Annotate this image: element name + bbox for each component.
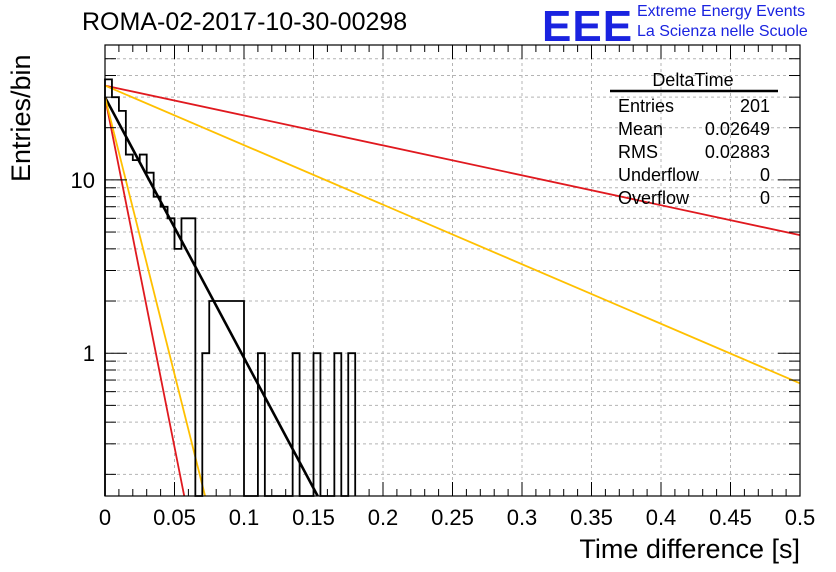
histogram-outline: [104, 78, 357, 497]
run-title: ROMA-02-2017-10-30-00298: [82, 8, 408, 36]
histogram-bars: [104, 78, 357, 497]
stats-box: DeltaTime Entries 201 Mean 0.02649 RMS 0.02883…: [610, 70, 778, 208]
fit-line-1: [103, 96, 319, 497]
stats-label: Entries: [618, 96, 674, 116]
stats-label: Mean: [618, 119, 663, 139]
stats-label: RMS: [618, 142, 658, 162]
stats-value: 0.02649: [705, 119, 770, 139]
x-tick-label: 0.3: [507, 505, 538, 530]
y-tick-label: 1: [83, 341, 95, 366]
fit-line-4: [104, 84, 801, 237]
x-tick-label: 0.35: [570, 505, 613, 530]
stats-value: 201: [740, 96, 770, 116]
fit-lines: [103, 84, 801, 497]
x-axis-label: Time difference [s]: [579, 534, 800, 564]
eee-logo-line1: Extreme Energy Events: [637, 3, 806, 20]
eee-logo-line2: La Scienza nelle Scuole: [637, 23, 808, 40]
x-tick-label: 0.5: [785, 505, 816, 530]
fit-line-3: [104, 96, 206, 497]
x-tick-label: 0.05: [153, 505, 196, 530]
grid-layer: [105, 44, 800, 496]
eee-logo: EEE: [542, 2, 634, 51]
stats-value: 0: [760, 165, 770, 185]
stats-value: 0.02883: [705, 142, 770, 162]
x-tick-label: 0.25: [431, 505, 474, 530]
fit-line-2: [104, 97, 186, 497]
axes: 0 0.05 0.1 0.15 0.2 0.25 0.3 0.35 0.4 0.45 0.5 1 10: [71, 44, 816, 530]
fit-line-5: [104, 84, 801, 385]
x-tick-label: 0.15: [292, 505, 335, 530]
x-tick-label: 0.45: [709, 505, 752, 530]
stats-title: DeltaTime: [652, 70, 733, 90]
x-tick-label: 0.2: [368, 505, 399, 530]
stats-value: 0: [760, 188, 770, 208]
y-tick-label: 10: [71, 168, 95, 193]
y-axis-label: Entries/bin: [6, 54, 36, 182]
x-tick-label: 0: [99, 505, 111, 530]
stats-label: Overflow: [618, 188, 690, 208]
x-tick-label: 0.1: [229, 505, 260, 530]
x-tick-label: 0.4: [646, 505, 677, 530]
stats-label: Underflow: [618, 165, 700, 185]
